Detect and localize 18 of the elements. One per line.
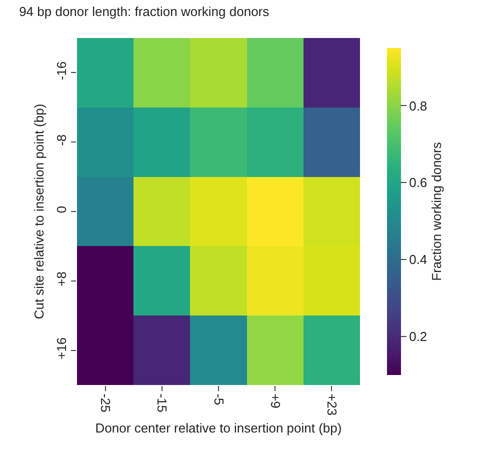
color-bar-label: 0.6	[409, 175, 428, 190]
x-axis-title: Donor center relative to insertion point (bp)	[95, 420, 342, 436]
y-axis-title: Cut site relative to insertion point (bp)	[32, 104, 47, 320]
color-bar-title: Fraction working donors	[429, 142, 444, 281]
x-tick-label: -5	[211, 394, 226, 406]
y-tick-label: 0	[54, 206, 69, 214]
x-tick-label: +9	[268, 394, 283, 408]
y-tick-label: +8	[54, 272, 69, 286]
color-bar-label: 0.4	[409, 252, 428, 268]
chart-title: 94 bp donor length: fraction working donors	[19, 4, 270, 20]
x-tick-label: -15	[154, 394, 170, 412]
y-tick-label: -8	[54, 134, 69, 146]
y-tick-label: +16	[54, 337, 69, 360]
color-bar-label: 0.2	[409, 329, 428, 344]
x-tick-label: +23	[324, 394, 340, 416]
color-bar-label: 0.8	[409, 98, 428, 114]
x-tick-label: -25	[98, 394, 114, 412]
y-tick-label: -16	[54, 61, 69, 80]
